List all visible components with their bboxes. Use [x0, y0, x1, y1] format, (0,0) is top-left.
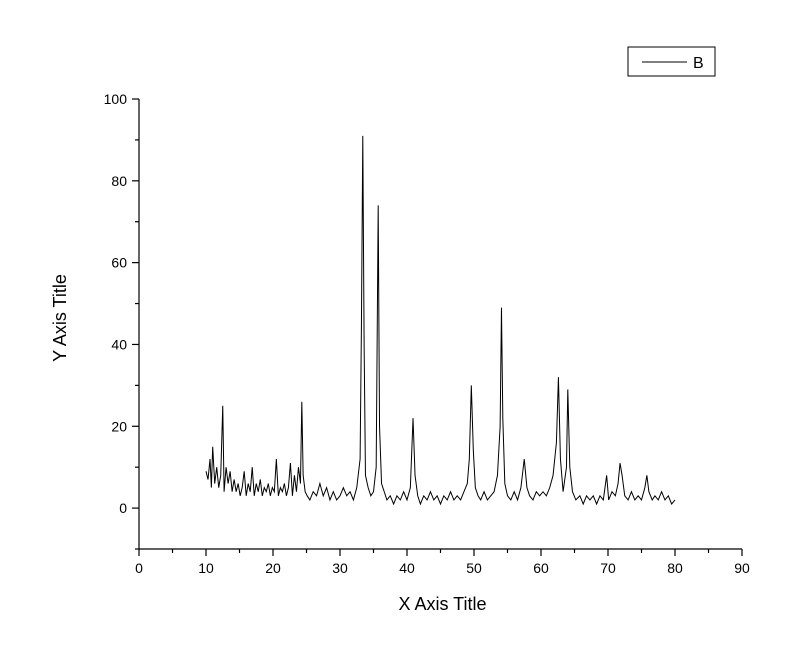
x-tick-label: 30 — [332, 560, 348, 576]
y-tick-label: 80 — [111, 173, 127, 189]
x-tick-label: 10 — [198, 560, 214, 576]
axes — [138, 99, 742, 550]
y-tick-label: 100 — [104, 91, 128, 107]
legend: B — [627, 46, 716, 77]
x-tick-label: 60 — [533, 560, 549, 576]
y-ticks: 0 20 40 60 80 100 — [104, 91, 139, 550]
x-ticks: 0 10 20 30 40 50 60 70 80 90 — [135, 549, 750, 576]
series-line-B — [205, 135, 676, 506]
series-layer — [205, 135, 676, 506]
legend-label: B — [693, 55, 704, 72]
x-tick-label: 20 — [265, 560, 281, 576]
x-tick-label: 50 — [466, 560, 482, 576]
x-tick-label: 90 — [734, 560, 750, 576]
y-axis-title: Y Axis Title — [50, 274, 70, 362]
y-tick-label: 0 — [119, 500, 127, 516]
y-tick-label: 40 — [111, 336, 127, 352]
x-tick-label: 70 — [600, 560, 616, 576]
x-tick-label: 0 — [135, 560, 143, 576]
x-tick-label: 80 — [667, 560, 683, 576]
y-tick-label: 60 — [111, 255, 127, 271]
x-axis-title: X Axis Title — [398, 594, 486, 614]
x-tick-label: 40 — [399, 560, 415, 576]
y-tick-label: 20 — [111, 418, 127, 434]
